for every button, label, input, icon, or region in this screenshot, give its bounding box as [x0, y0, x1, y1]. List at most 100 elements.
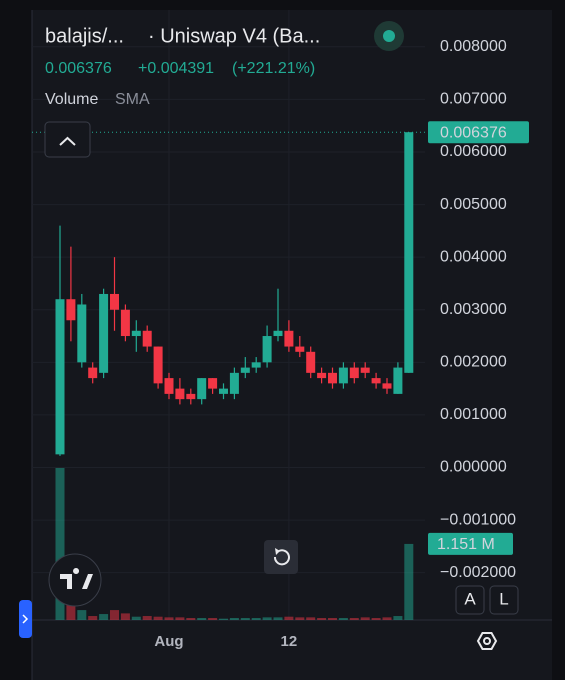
- y-tick-label: 0.005000: [440, 196, 507, 213]
- candle-body: [240, 367, 250, 373]
- settings-button[interactable]: [476, 632, 498, 650]
- volume-legend: Volume: [45, 91, 98, 108]
- y-tick-label: 0.000000: [440, 459, 507, 476]
- volume-bar: [251, 618, 261, 620]
- volume-bar: [197, 618, 207, 620]
- chevron: [59, 136, 76, 146]
- candle-body: [110, 293, 119, 310]
- logo[interactable]: [48, 553, 102, 607]
- volume-bar: [175, 617, 185, 620]
- candle-body: [88, 367, 98, 379]
- candle-body: [382, 383, 392, 389]
- candle-body: [99, 293, 109, 373]
- log-button[interactable]: L: [489, 585, 519, 615]
- reset-arrow: [273, 549, 290, 566]
- change-pct: (+221.21%): [232, 60, 315, 77]
- log-label[interactable]: L: [499, 589, 508, 608]
- candle-body: [328, 372, 337, 384]
- last-volume-label: 1.151 M: [437, 536, 495, 553]
- volume-bar: [66, 596, 76, 620]
- candle-body: [164, 378, 174, 394]
- volume-bar: [88, 616, 98, 620]
- volume-bar: [404, 543, 414, 620]
- candle-body: [284, 330, 294, 347]
- gear[interactable]: [476, 632, 498, 650]
- volume-bar: [164, 617, 174, 620]
- volume-bar: [55, 468, 65, 620]
- candle-body: [153, 346, 163, 384]
- candle-body: [208, 378, 218, 389]
- candle-body: [306, 351, 316, 373]
- candle-body: [273, 330, 283, 337]
- candle-body: [197, 378, 207, 400]
- reset-head: [275, 548, 280, 555]
- volume-bar: [382, 617, 392, 620]
- y-tick-label: 0.001000: [440, 406, 507, 423]
- auto-label[interactable]: A: [464, 589, 476, 608]
- candle-body: [219, 388, 228, 394]
- volume-bar: [229, 618, 239, 620]
- candle-body: [55, 299, 65, 455]
- volume-bar: [371, 618, 381, 620]
- candle-body: [338, 367, 348, 384]
- volume-bar: [360, 617, 370, 620]
- logo-mark: [60, 568, 93, 589]
- reset-button[interactable]: [264, 540, 298, 574]
- auto-box[interactable]: [455, 585, 485, 615]
- collapse-box[interactable]: [44, 121, 91, 158]
- volume-bar: [77, 610, 87, 620]
- logo-circle[interactable]: [48, 553, 102, 607]
- candle-body: [295, 346, 305, 352]
- change: +0.004391: [138, 60, 214, 77]
- gear-hole: [483, 637, 491, 645]
- volume-bar: [317, 618, 327, 620]
- volume-bar: [240, 618, 250, 620]
- y-tick-label: 0.004000: [440, 248, 507, 265]
- candle-body: [360, 367, 370, 373]
- volume-bar: [120, 613, 130, 620]
- candle-body: [404, 132, 414, 373]
- volume-bar: [142, 616, 152, 620]
- side-tab[interactable]: [19, 600, 32, 638]
- candle-body: [66, 299, 76, 321]
- y-tick-label: 0.002000: [440, 354, 507, 371]
- candle-body: [131, 330, 141, 337]
- y-tick-label: 0.007000: [440, 91, 507, 108]
- price: 0.006376: [45, 60, 112, 77]
- candle-body: [229, 372, 239, 394]
- volume-bar: [284, 616, 294, 620]
- y-tick-label: 0.008000: [440, 38, 507, 55]
- candle-body: [251, 362, 261, 368]
- volume-bar: [99, 614, 109, 620]
- candle-body: [175, 388, 185, 400]
- last-price-label: 0.006376: [440, 124, 507, 141]
- candle-body: [142, 330, 152, 347]
- volume-bar: [338, 618, 348, 620]
- status-dot: [383, 30, 395, 42]
- volume-bar: [153, 616, 163, 620]
- log-box[interactable]: [489, 585, 519, 615]
- volume-bar: [219, 618, 228, 620]
- last-price-box: [428, 121, 529, 144]
- candle-body: [120, 309, 130, 337]
- x-tick-label: Aug: [154, 633, 183, 650]
- volume-bar: [208, 618, 218, 620]
- reset-box[interactable]: [264, 540, 298, 574]
- candle-body: [349, 367, 359, 379]
- candle-body: [262, 336, 272, 363]
- volume-bar: [186, 618, 196, 620]
- volume-bar: [306, 617, 316, 620]
- auto-button[interactable]: A: [455, 585, 485, 615]
- volume-bar: [349, 618, 359, 620]
- volume-bar: [110, 610, 119, 620]
- collapse-button[interactable]: [44, 121, 91, 158]
- volume-bar: [262, 617, 272, 620]
- volume-bar: [131, 616, 141, 620]
- candle-body: [77, 304, 87, 363]
- symbol: balajis/...: [45, 25, 124, 47]
- exchange: · Uniswap V4 (Ba...: [148, 25, 320, 47]
- volume-bar: [328, 618, 337, 620]
- marks: 0.006376 1.151 M: [32, 121, 529, 620]
